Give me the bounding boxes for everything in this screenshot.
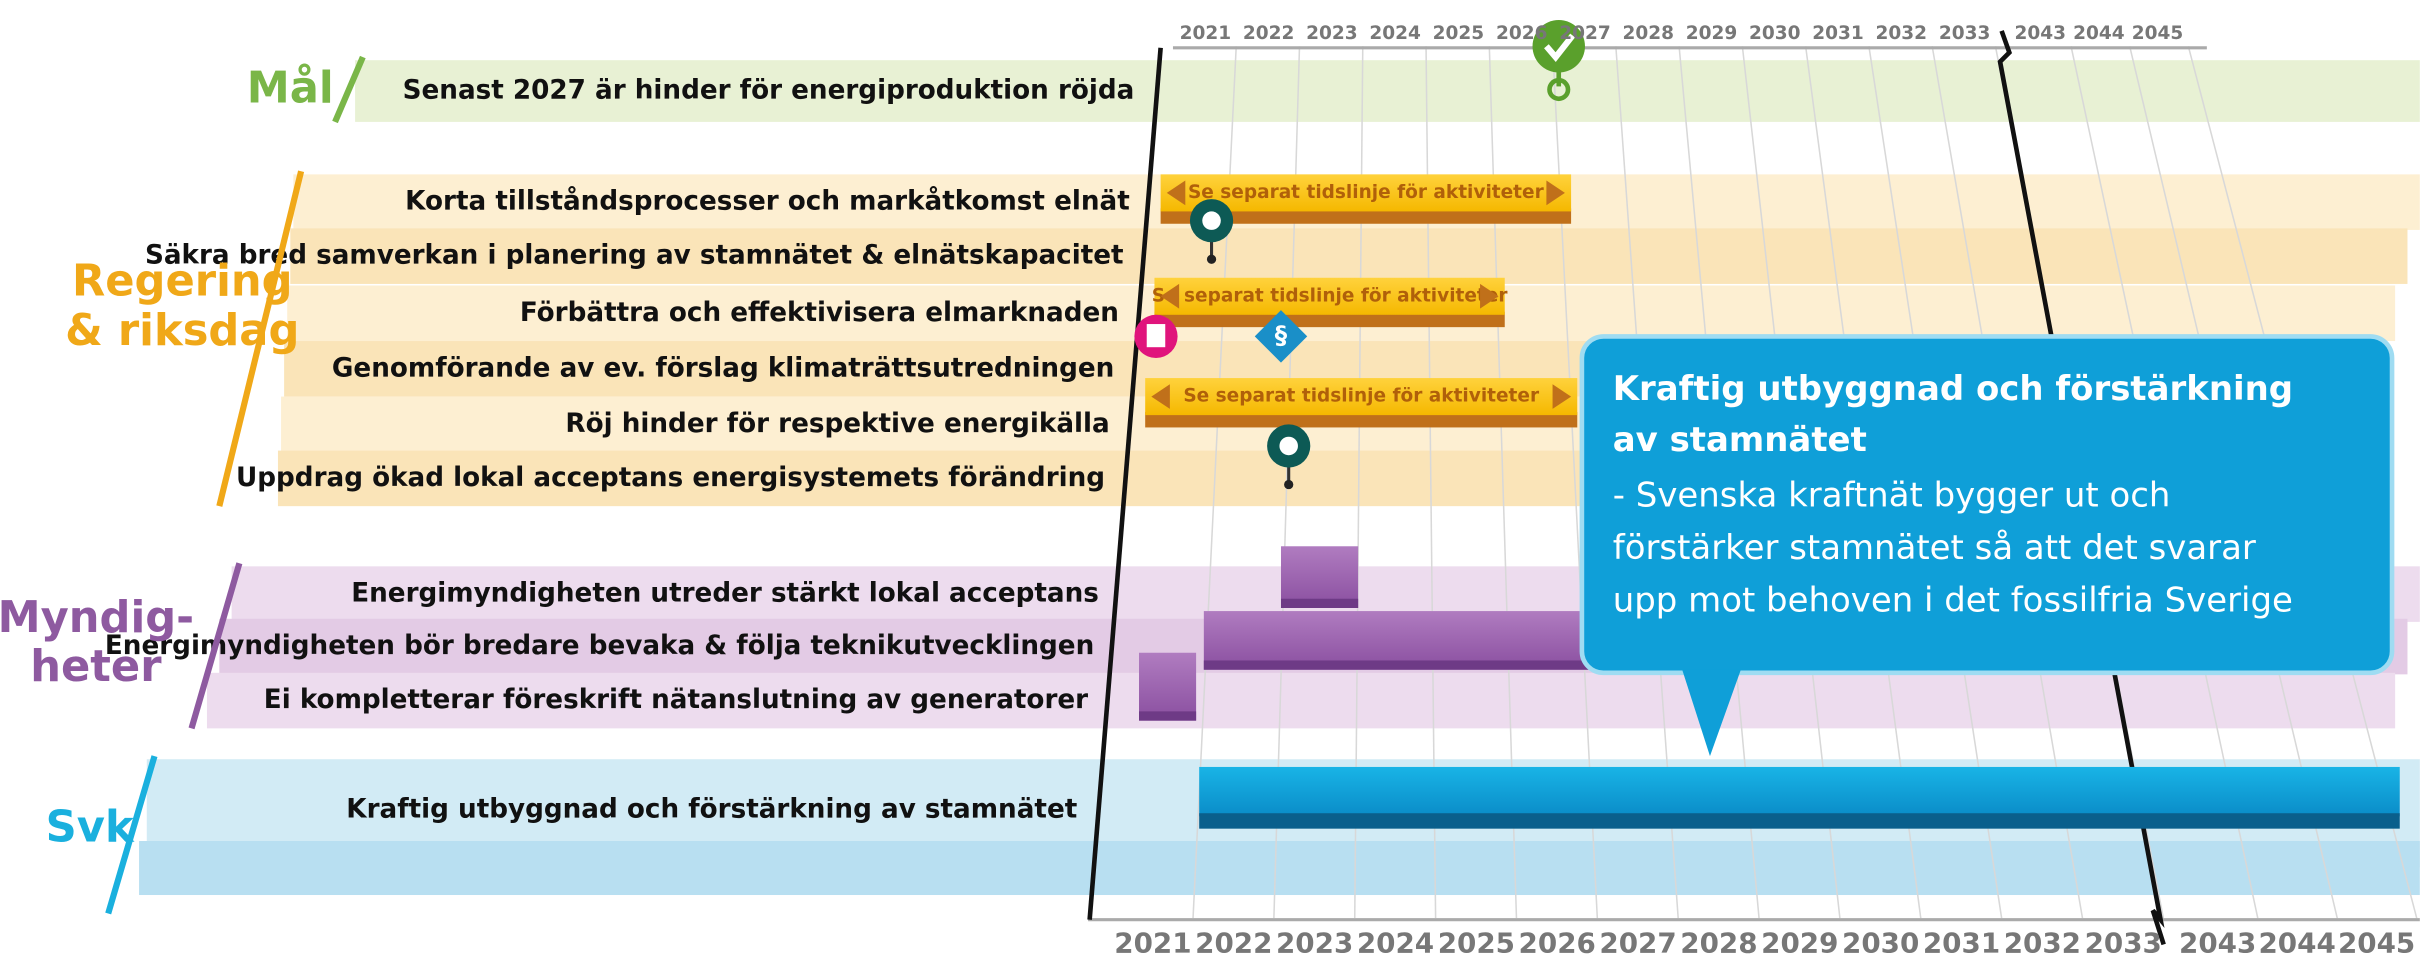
callout-title: av stamnätet [1613, 420, 1867, 460]
row-label: Energimyndigheten bör bredare bevaka & f… [105, 631, 1094, 661]
row-label: Genomförande av ev. förslag klimaträttsu… [332, 353, 1114, 383]
row-label: Energimyndigheten utreder stärkt lokal a… [351, 579, 1099, 609]
banner-text: Se separat tidslinje för aktiviteter [1188, 182, 1545, 203]
pin-hole [1279, 436, 1298, 456]
row-label: Säkra bred samverkan i planering av stam… [145, 241, 1124, 271]
activity-bar-edge [1139, 711, 1197, 721]
group-label: heter [30, 642, 162, 692]
goal-pin [1532, 20, 1585, 73]
callout-box [1579, 334, 2395, 676]
row-label: Senast 2027 är hinder för energiprodukti… [403, 76, 1135, 106]
group-label: & riksdag [65, 306, 299, 356]
banner-text: Se separat tidslinje för aktiviteter [1152, 285, 1509, 306]
group-bracket [105, 755, 158, 915]
goal-foot [1547, 77, 1571, 102]
year-bottom: 2023 [1276, 926, 1353, 959]
row-band [206, 672, 2396, 729]
banner-shadow [1145, 412, 1578, 428]
year-bottom: 2025 [1438, 926, 1515, 959]
year-bottom: 2044 [2258, 926, 2335, 959]
year-bottom: 2028 [1680, 926, 1757, 959]
year-top: 2031 [1812, 23, 1863, 44]
banner-arrow [1166, 180, 1186, 206]
callout-body: upp mot behoven i det fossilfria Sverige [1613, 580, 2293, 620]
banner-arrow [1546, 180, 1565, 206]
activity-bar-edge [1280, 598, 1359, 608]
callout-body: - Svenska kraftnät bygger ut och [1613, 475, 2171, 515]
row-label: Röj hinder för respektive energikälla [565, 409, 1109, 439]
callout-tail [1682, 669, 1741, 757]
group-label: Regering [72, 256, 293, 306]
row-label: Korta tillståndsprocesser och markåtkoms… [405, 185, 1130, 217]
banner-arrow [1480, 283, 1499, 309]
group-label: Mål [247, 64, 334, 114]
year-bottom: 2030 [1842, 926, 1919, 959]
year-top: 2032 [1876, 23, 1927, 44]
group-label: Svk [46, 803, 135, 853]
year-bottom: 2021 [1114, 926, 1191, 959]
pin-foot [1206, 254, 1217, 264]
year-top: 2045 [2132, 23, 2183, 44]
year-bottom: 2029 [1761, 926, 1838, 959]
year-bottom: 2032 [2004, 926, 2081, 959]
year-top: 2030 [1749, 23, 1800, 44]
year-top: 2025 [1433, 23, 1485, 44]
year-top: 2027 [1559, 23, 1611, 44]
year-top: 2021 [1180, 23, 1232, 44]
pin-hole [1202, 211, 1221, 230]
svk-bar [1199, 766, 2400, 817]
year-top: 2043 [2014, 23, 2066, 44]
activity-bar-edge [1203, 660, 1590, 670]
year-top: 2028 [1622, 23, 1673, 44]
activity-bar [1203, 611, 1590, 670]
callout: Kraftig utbyggnad och förstärkning av sta… [1579, 334, 2395, 757]
activity-bar [1280, 546, 1359, 608]
banner-shadow [1160, 208, 1572, 224]
banner-text: Se separat tidslinje för aktiviteter [1183, 386, 1540, 407]
group-label: Myndig- [0, 593, 194, 643]
banner-arrow [1552, 384, 1572, 409]
callout-title: Kraftig utbyggnad och förstärkning [1613, 369, 2293, 409]
axis-left [1087, 47, 1163, 920]
paragraph-symbol: § [1275, 320, 1288, 349]
year-bottom: 2022 [1195, 926, 1272, 959]
row-label: Förbättra och effektivisera elmarknaden [520, 298, 1119, 328]
year-top: 2023 [1306, 23, 1358, 44]
year-top: 2026 [1496, 23, 1548, 44]
row-label: Ei kompletterar föreskrift nätanslutning… [264, 685, 1088, 715]
group-bracket [188, 562, 243, 730]
year-bottom: 2027 [1599, 926, 1676, 959]
year-bottom: 2045 [2338, 926, 2415, 959]
year-bottom: 2031 [1923, 926, 2000, 959]
banner-arrow [1160, 283, 1180, 309]
pin-foot [1284, 479, 1294, 490]
year-bottom: 2043 [2179, 926, 2256, 959]
year-bottom: 2024 [1357, 926, 1434, 959]
year-bottom: 2033 [2085, 926, 2162, 959]
banner [1154, 277, 1505, 315]
banner [1145, 378, 1578, 416]
callout-body: förstärker stamnätet så att det svarar [1613, 528, 2256, 568]
year-top: 2022 [1243, 23, 1295, 44]
group-bracket [216, 170, 305, 507]
row-band [139, 841, 2420, 896]
banner [1160, 174, 1572, 212]
goal-check [1544, 33, 1576, 62]
row-label: Uppdrag ökad lokal acceptans energisyste… [236, 463, 1105, 493]
year-top: 2024 [1369, 23, 1421, 44]
svk-bar-edge [1199, 813, 2400, 829]
doc-sheet [1146, 324, 1166, 348]
banner-shadow [1154, 311, 1505, 328]
banner-arrow [1151, 384, 1170, 409]
group-bracket [332, 55, 366, 124]
row-label: Kraftig utbyggnad och förstärkning av st… [346, 795, 1077, 825]
year-top: 2044 [2073, 23, 2125, 44]
year-bottom: 2026 [1519, 926, 1596, 959]
year-top: 2029 [1686, 23, 1737, 44]
year-top: 2033 [1939, 23, 1990, 44]
row-band [290, 228, 2408, 284]
activity-bar [1139, 652, 1197, 721]
